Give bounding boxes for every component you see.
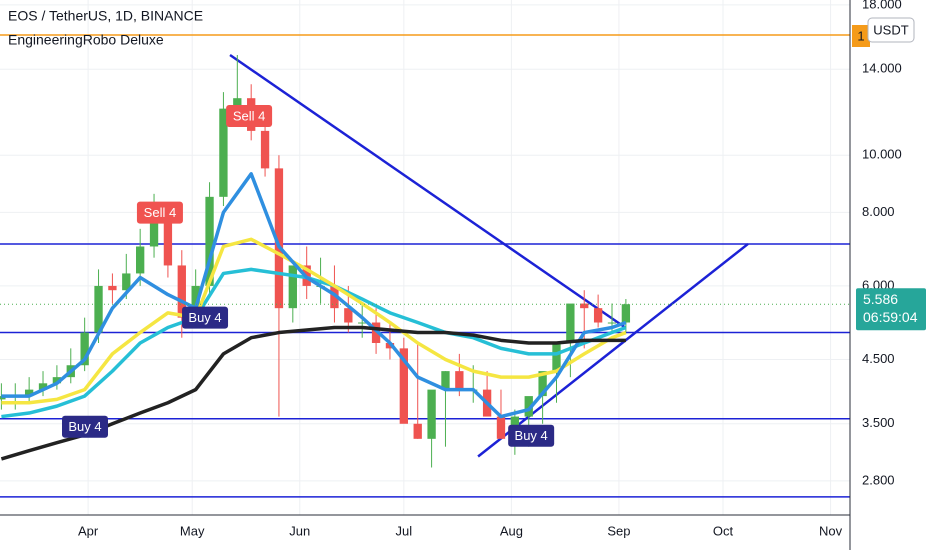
trend-line xyxy=(229,53,626,329)
price-scale xyxy=(850,0,932,550)
plot-area: Sell 4 Sell 4 Buy 4 Buy 4 Buy 4 xyxy=(0,34,850,498)
moving-average xyxy=(1,172,627,419)
candle-body xyxy=(580,303,589,309)
candle-body xyxy=(122,273,131,291)
y-tick-label: 4.500 xyxy=(862,351,895,366)
indicator-name: EngineeringRobo Deluxe xyxy=(8,32,164,48)
candle-body xyxy=(163,218,173,266)
y-tick-label: 3.500 xyxy=(862,415,895,430)
alert-label: 1 xyxy=(857,28,864,43)
candle-body xyxy=(219,108,228,197)
candle-body xyxy=(593,308,603,323)
candle-body xyxy=(621,304,631,323)
candle-body xyxy=(496,416,506,439)
signal-box xyxy=(62,415,108,438)
signal-box xyxy=(136,201,183,224)
x-tick-label: Jul xyxy=(396,523,413,538)
candle-body xyxy=(108,285,117,291)
candle-body xyxy=(24,389,34,397)
time-scale xyxy=(0,515,850,550)
candle-body xyxy=(524,396,533,417)
y-tick-label: 18.000 xyxy=(862,0,902,11)
candle-body xyxy=(149,218,159,247)
signal-box xyxy=(226,104,273,127)
countdown: 06:59:04 xyxy=(863,309,918,325)
y-tick-label: 10.000 xyxy=(862,147,902,162)
candle-body xyxy=(288,265,297,309)
candle-body xyxy=(441,371,450,390)
candle-body xyxy=(260,130,270,169)
candle-body xyxy=(552,342,561,372)
candle-body xyxy=(330,285,339,309)
candle-body xyxy=(427,389,436,439)
signal-box xyxy=(182,306,229,329)
candle-body xyxy=(136,246,145,274)
x-tick-label: Oct xyxy=(713,523,734,538)
candle-body xyxy=(38,383,48,390)
x-tick-label: May xyxy=(180,523,205,538)
candle-body xyxy=(566,303,575,343)
candle-body xyxy=(358,322,367,324)
y-tick-label: 2.800 xyxy=(862,472,895,487)
moving-average xyxy=(1,237,627,405)
chart-title: EOS / TetherUS, 1D, BINANCE xyxy=(8,8,203,24)
last-price: 5.586 xyxy=(863,291,898,307)
candle-body xyxy=(80,332,89,366)
candle-body xyxy=(233,98,242,109)
trend-line xyxy=(477,242,749,458)
price-tag: 5.586 06:59:04 xyxy=(856,288,926,331)
candle-body xyxy=(344,308,353,323)
x-tick-label: Jun xyxy=(289,523,310,538)
y-tick-label: 14.000 xyxy=(862,61,902,76)
candle-body xyxy=(371,322,381,343)
y-tick-label: 8.000 xyxy=(862,204,895,219)
signal-label: Sell 4 xyxy=(233,108,266,123)
candle-body xyxy=(607,322,617,324)
signal-label: Buy 4 xyxy=(188,310,221,325)
signal-label: Buy 4 xyxy=(68,419,101,434)
candle-body xyxy=(399,348,408,424)
price-tag-box xyxy=(856,288,926,331)
grid xyxy=(0,0,850,515)
candle-body xyxy=(274,168,284,309)
signal-box xyxy=(508,424,555,447)
candle-body xyxy=(455,371,464,390)
candle-body xyxy=(52,377,62,384)
candle-body xyxy=(191,285,200,318)
alert-tag xyxy=(852,25,870,47)
candle-body xyxy=(538,371,547,397)
x-tick-label: Aug xyxy=(500,523,523,538)
currency: USDT xyxy=(873,22,908,37)
signal-label: Sell 4 xyxy=(144,205,177,220)
currency-button[interactable] xyxy=(867,17,915,43)
candle-body xyxy=(94,285,103,333)
x-tick-label: Sep xyxy=(607,523,630,538)
candle-body xyxy=(177,265,186,318)
x-tick-label: Apr xyxy=(78,523,99,538)
candle-body xyxy=(413,423,422,439)
signal-label: Buy 4 xyxy=(515,428,548,443)
moving-average xyxy=(1,267,627,419)
x-tick-label: Nov xyxy=(819,523,843,538)
candle-body xyxy=(205,196,214,286)
